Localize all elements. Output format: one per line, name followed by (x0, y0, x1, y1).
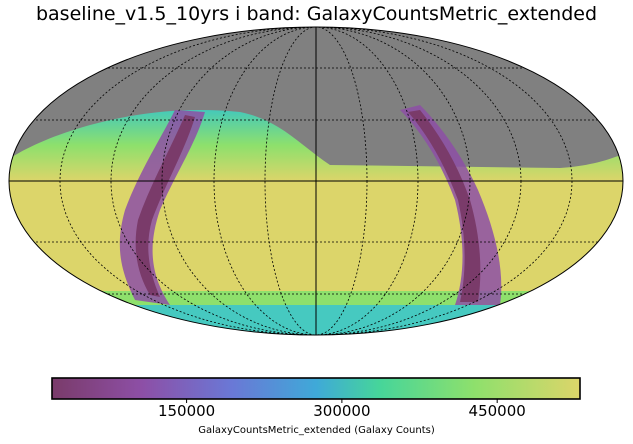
colorbar-ticks (186, 399, 498, 403)
colorbar-tick-label: 300000 (313, 402, 371, 420)
galactic-plane-core-right (408, 110, 481, 302)
map-outline (8, 26, 624, 336)
chart-title: baseline_v1.5_10yrs i band: GalaxyCounts… (35, 3, 598, 25)
colorbar-label: GalaxyCountsMetric_extended (Galaxy Coun… (198, 425, 435, 436)
colorbar (51, 377, 581, 400)
galactic-plane-core-left (135, 115, 195, 297)
colorbar-tick-label: 450000 (468, 402, 526, 420)
colorbar-tick-label: 150000 (157, 402, 216, 420)
